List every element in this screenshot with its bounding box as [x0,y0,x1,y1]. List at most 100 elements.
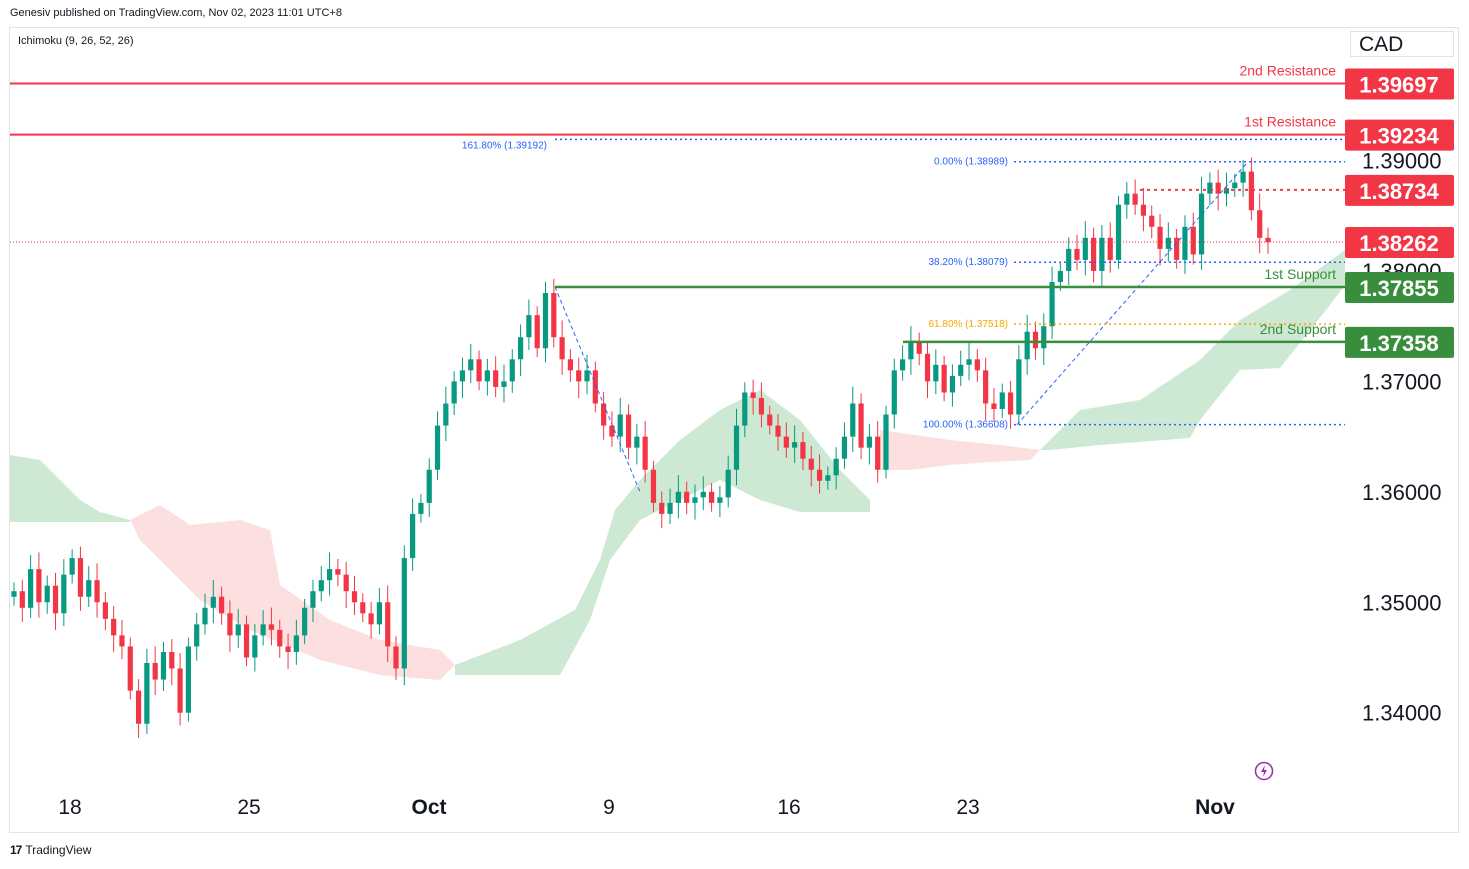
candles [11,157,1271,738]
candle-body [983,370,989,404]
candle-body [659,502,665,514]
ichimoku-cloud-5 [1040,250,1345,450]
candle-body [767,414,773,426]
candle-body [501,381,507,387]
candle-body [592,370,598,404]
candle-body [61,574,67,614]
candle-body [484,370,490,382]
candle-body [343,574,349,592]
candle-body [1057,270,1063,282]
candle-body [642,436,648,470]
candle-body [517,337,524,360]
candle-body [335,569,341,575]
candle-body [434,425,441,470]
candle-body [169,651,175,669]
indicator-label[interactable]: Ichimoku (9, 26, 52, 26) [18,35,134,47]
candle-body [1099,237,1105,271]
candle-body [285,646,291,652]
candle-body [1190,226,1196,255]
candle-body [111,618,117,636]
candle-body [351,591,358,603]
candle-body [302,607,308,636]
level-name-4: 1st Support [1264,266,1336,282]
candle-body [825,475,831,481]
candle-body [77,558,84,597]
candle-body [675,491,681,503]
price-tag-label-0: 1.39697 [1359,73,1439,98]
candle-body [958,364,964,376]
candle-body [11,591,17,597]
candle-body [933,364,939,382]
candle-body [783,436,789,448]
candle-body [1041,326,1047,349]
price-tag-label-3: 1.38262 [1359,231,1439,256]
lightning-icon[interactable] [1254,761,1274,781]
fib-level-label-1: 0.00% (1.38989) [934,157,1008,168]
price-tag-2 [1345,174,1454,206]
candle-body [210,596,216,608]
candle-body [725,469,731,498]
candle-body [1248,171,1254,211]
candle-body [609,425,615,437]
candle-body [185,646,191,713]
candle-body [584,370,590,382]
candle-body [219,596,225,614]
candle-body [899,359,906,371]
candle-body [194,624,200,647]
candle-body [277,629,283,647]
candle-body [850,403,856,437]
candle-body [916,342,922,354]
x-tick-label-4: 16 [777,796,800,819]
x-tick-label-1: 25 [237,796,260,819]
candle-body [708,491,715,503]
candle-body [268,624,275,630]
currency-selector[interactable]: CAD [1350,31,1454,57]
x-tick-label-0: 18 [58,796,81,819]
y-tick-label-0: 1.34000 [1362,701,1442,726]
candle-body [866,436,872,448]
candle-body [1024,331,1030,360]
candle-body [476,359,482,382]
candle-body [692,497,698,503]
fib-level-label-3: 61.80% (1.37518) [928,319,1008,330]
candle-body [999,392,1005,409]
candle-body [385,602,391,647]
candle-body [1257,210,1263,238]
fib-level-label-0: 161.80% (1.39192) [462,140,547,151]
level-name-5: 2nd Support [1260,321,1336,337]
candle-body [1165,237,1171,249]
ichimoku-cloud-3 [455,390,870,675]
candle-body [1240,171,1246,183]
candle-body [360,602,366,614]
candle-body [36,569,42,603]
candle-body [1232,182,1238,189]
candle-body [949,375,956,393]
candle-body [509,359,515,382]
candle-body [775,425,781,437]
x-tick-label-3: 9 [603,796,615,819]
candle-body [19,591,25,608]
candle-body [650,469,657,503]
candle-body [227,613,233,636]
level-name-0: 2nd Resistance [1239,63,1336,79]
candle-body [750,392,756,398]
y-tick-label-5: 1.39000 [1362,149,1442,174]
candle-body [800,442,806,459]
candle-body [426,469,432,503]
candle-body [493,370,499,387]
x-tick-label-6: Nov [1195,796,1235,819]
candle-body [235,624,241,636]
candle-body [833,458,839,476]
candle-body [202,607,208,625]
candle-body [991,403,997,409]
candle-body [551,293,557,338]
chart-frame [9,27,1459,833]
candle-body [135,690,142,724]
candle-body [52,585,59,614]
candle-body [410,513,416,559]
candle-body [974,359,980,371]
candle-body [368,613,374,625]
price-tag-5 [1345,326,1454,358]
candle-body [941,364,947,393]
